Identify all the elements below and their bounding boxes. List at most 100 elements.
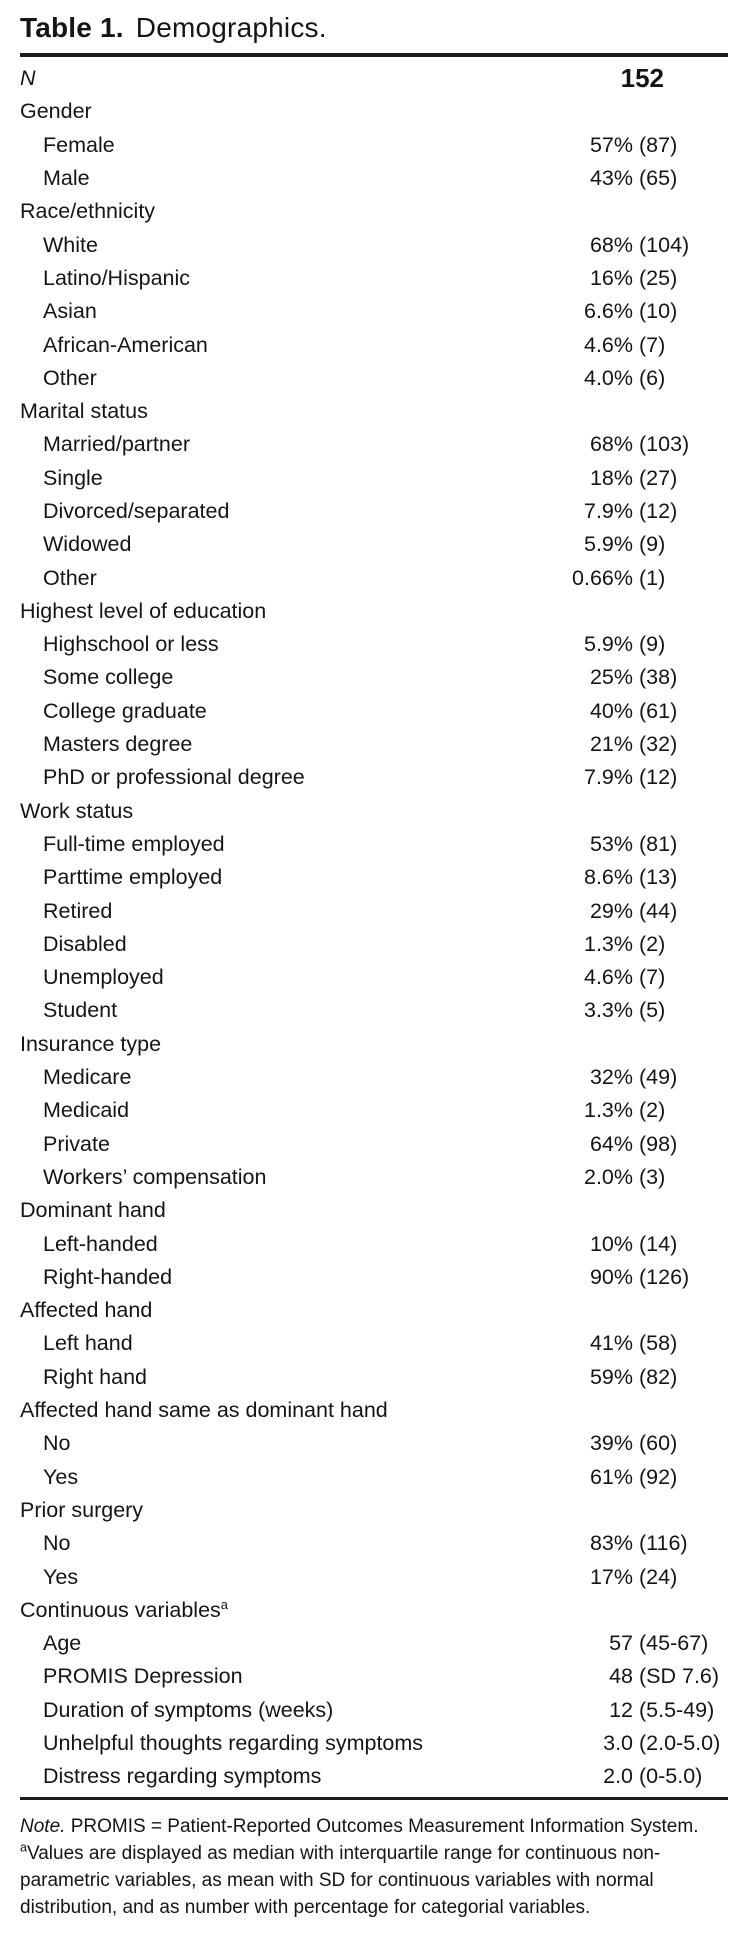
row-value-count: (2) [639,1098,666,1123]
table-row: Some college 25% (38) [20,661,728,694]
row-value-count: (58) [639,1331,678,1356]
row-value-count: (14) [639,1231,678,1256]
row-label: Dominant hand [20,1198,166,1223]
row-value-count: (45-67) [639,1631,709,1656]
row-value-count: (61) [639,698,678,723]
row-label: No [43,1431,71,1456]
row-value-number: 4.6% [583,965,633,990]
row-value-count: (12) [639,765,678,790]
row-label: Marital status [20,399,148,424]
row-value-number: 29% [589,898,633,923]
row-value-count: (2.0-5.0) [639,1730,721,1755]
row-value-count: (7) [639,332,666,357]
table-row: Masters degree 21% (32) [20,728,728,761]
row-label: Male [43,166,90,191]
row-label: N [20,66,36,91]
row-label: Right-handed [43,1264,173,1289]
table-row: Asian 6.6% (10) [20,295,728,328]
row-label: PhD or professional degree [43,765,305,790]
row-value-count: (60) [639,1431,678,1456]
row-label: Disabled [43,931,127,956]
section-row: Continuous variablesa [20,1594,728,1627]
row-label: Female [43,132,115,157]
row-label: Private [43,1131,110,1156]
footnote-superscript: a [20,1841,27,1856]
row-label: College graduate [43,698,207,723]
table-row: Widowed 5.9% (9) [20,528,728,561]
row-value-number: 152 [620,63,664,94]
row-value-count: (92) [639,1464,678,1489]
row-label: Right hand [43,1364,147,1389]
row-value-count: (12) [639,499,678,523]
row-label: Medicaid [43,1098,130,1123]
row-label: Race/ethnicity [20,199,156,224]
n-header-row: N 152 [20,62,728,95]
table-title: Table 1. Demographics. [20,12,728,44]
table-row: Highschool or less 5.9% (9) [20,628,728,661]
table-row: Private 64% (98) [20,1128,728,1161]
row-value-number: 3.3% [583,998,633,1023]
row-value-count: (7) [639,965,666,990]
row-label: Work status [20,798,134,823]
row-value-number: 4.6% [583,332,633,357]
row-value-number: 17% [589,1564,633,1589]
row-label: Workers’ compensation [43,1164,267,1189]
row-value-number: 1.3% [583,1098,633,1123]
row-value-count: (44) [639,898,678,923]
row-value-count: (32) [639,732,678,757]
row-value-number: 48 [609,1664,633,1689]
table-row: Unemployed 4.6% (7) [20,961,728,994]
section-row: Race/ethnicity [20,195,728,228]
row-label: Highschool or less [43,632,219,657]
row-value-count: (82) [639,1364,678,1389]
row-value-count: (10) [639,299,678,324]
row-label: Divorced/separated [43,499,230,523]
row-label: Other [43,365,97,390]
row-label: Student [43,998,118,1023]
row-value-number: 32% [589,1065,633,1090]
row-label: Widowed [43,532,132,557]
row-value-number: 12 [609,1697,633,1722]
row-value-count: (13) [639,865,678,890]
row-label: Married/partner [43,432,190,457]
table-row: College graduate 40% (61) [20,695,728,728]
table-row: Yes 17% (24) [20,1560,728,1593]
table-row: PROMIS Depression 48 (SD 7.6) [20,1660,728,1693]
section-row: Affected hand same as dominant hand [20,1394,728,1427]
table-row: Disabled 1.3% (2) [20,928,728,961]
row-value-number: 10% [589,1231,633,1256]
row-label: Single [43,465,103,490]
row-value-number: 43% [589,166,633,191]
row-label: Some college [43,665,174,690]
row-value-count: (5) [639,998,666,1023]
top-rule [20,53,728,57]
section-row: Prior surgery [20,1494,728,1527]
row-label: White [43,232,98,257]
row-label: Retired [43,898,113,923]
row-label: Insurance type [20,1031,162,1056]
section-superscript: a [220,1596,229,1612]
table-row: White 68% (104) [20,228,728,261]
table-row: Divorced/separated 7.9% (12) [20,495,728,528]
row-value-count: (25) [639,265,678,290]
row-value-number: 18% [589,465,633,490]
table-row: No 83% (116) [20,1527,728,1560]
row-value-number: 25% [589,665,633,690]
row-value-number: 40% [589,698,633,723]
row-label: Left hand [43,1331,133,1356]
table-row: Full-time employed 53% (81) [20,828,728,861]
table-row: Student 3.3% (5) [20,994,728,1027]
footnote-note-text: PROMIS = Patient-Reported Outcomes Measu… [70,1816,699,1838]
row-label: Duration of symptoms (weeks) [43,1697,334,1722]
row-value-number: 4.0% [583,365,633,390]
section-row: Insurance type [20,1028,728,1061]
row-label: Full-time employed [43,831,225,856]
table-row: Right-handed 90% (126) [20,1261,728,1294]
row-value-count: (1) [639,565,666,590]
row-value-count: (24) [639,1564,678,1589]
row-value-number: 53% [589,831,633,856]
row-label: African-American [43,332,208,357]
footnote-values-line: aValues are displayed as median with int… [20,1840,720,1921]
table-row: Other 0.66% (1) [20,561,728,594]
row-value-count: (SD 7.6) [639,1664,720,1689]
